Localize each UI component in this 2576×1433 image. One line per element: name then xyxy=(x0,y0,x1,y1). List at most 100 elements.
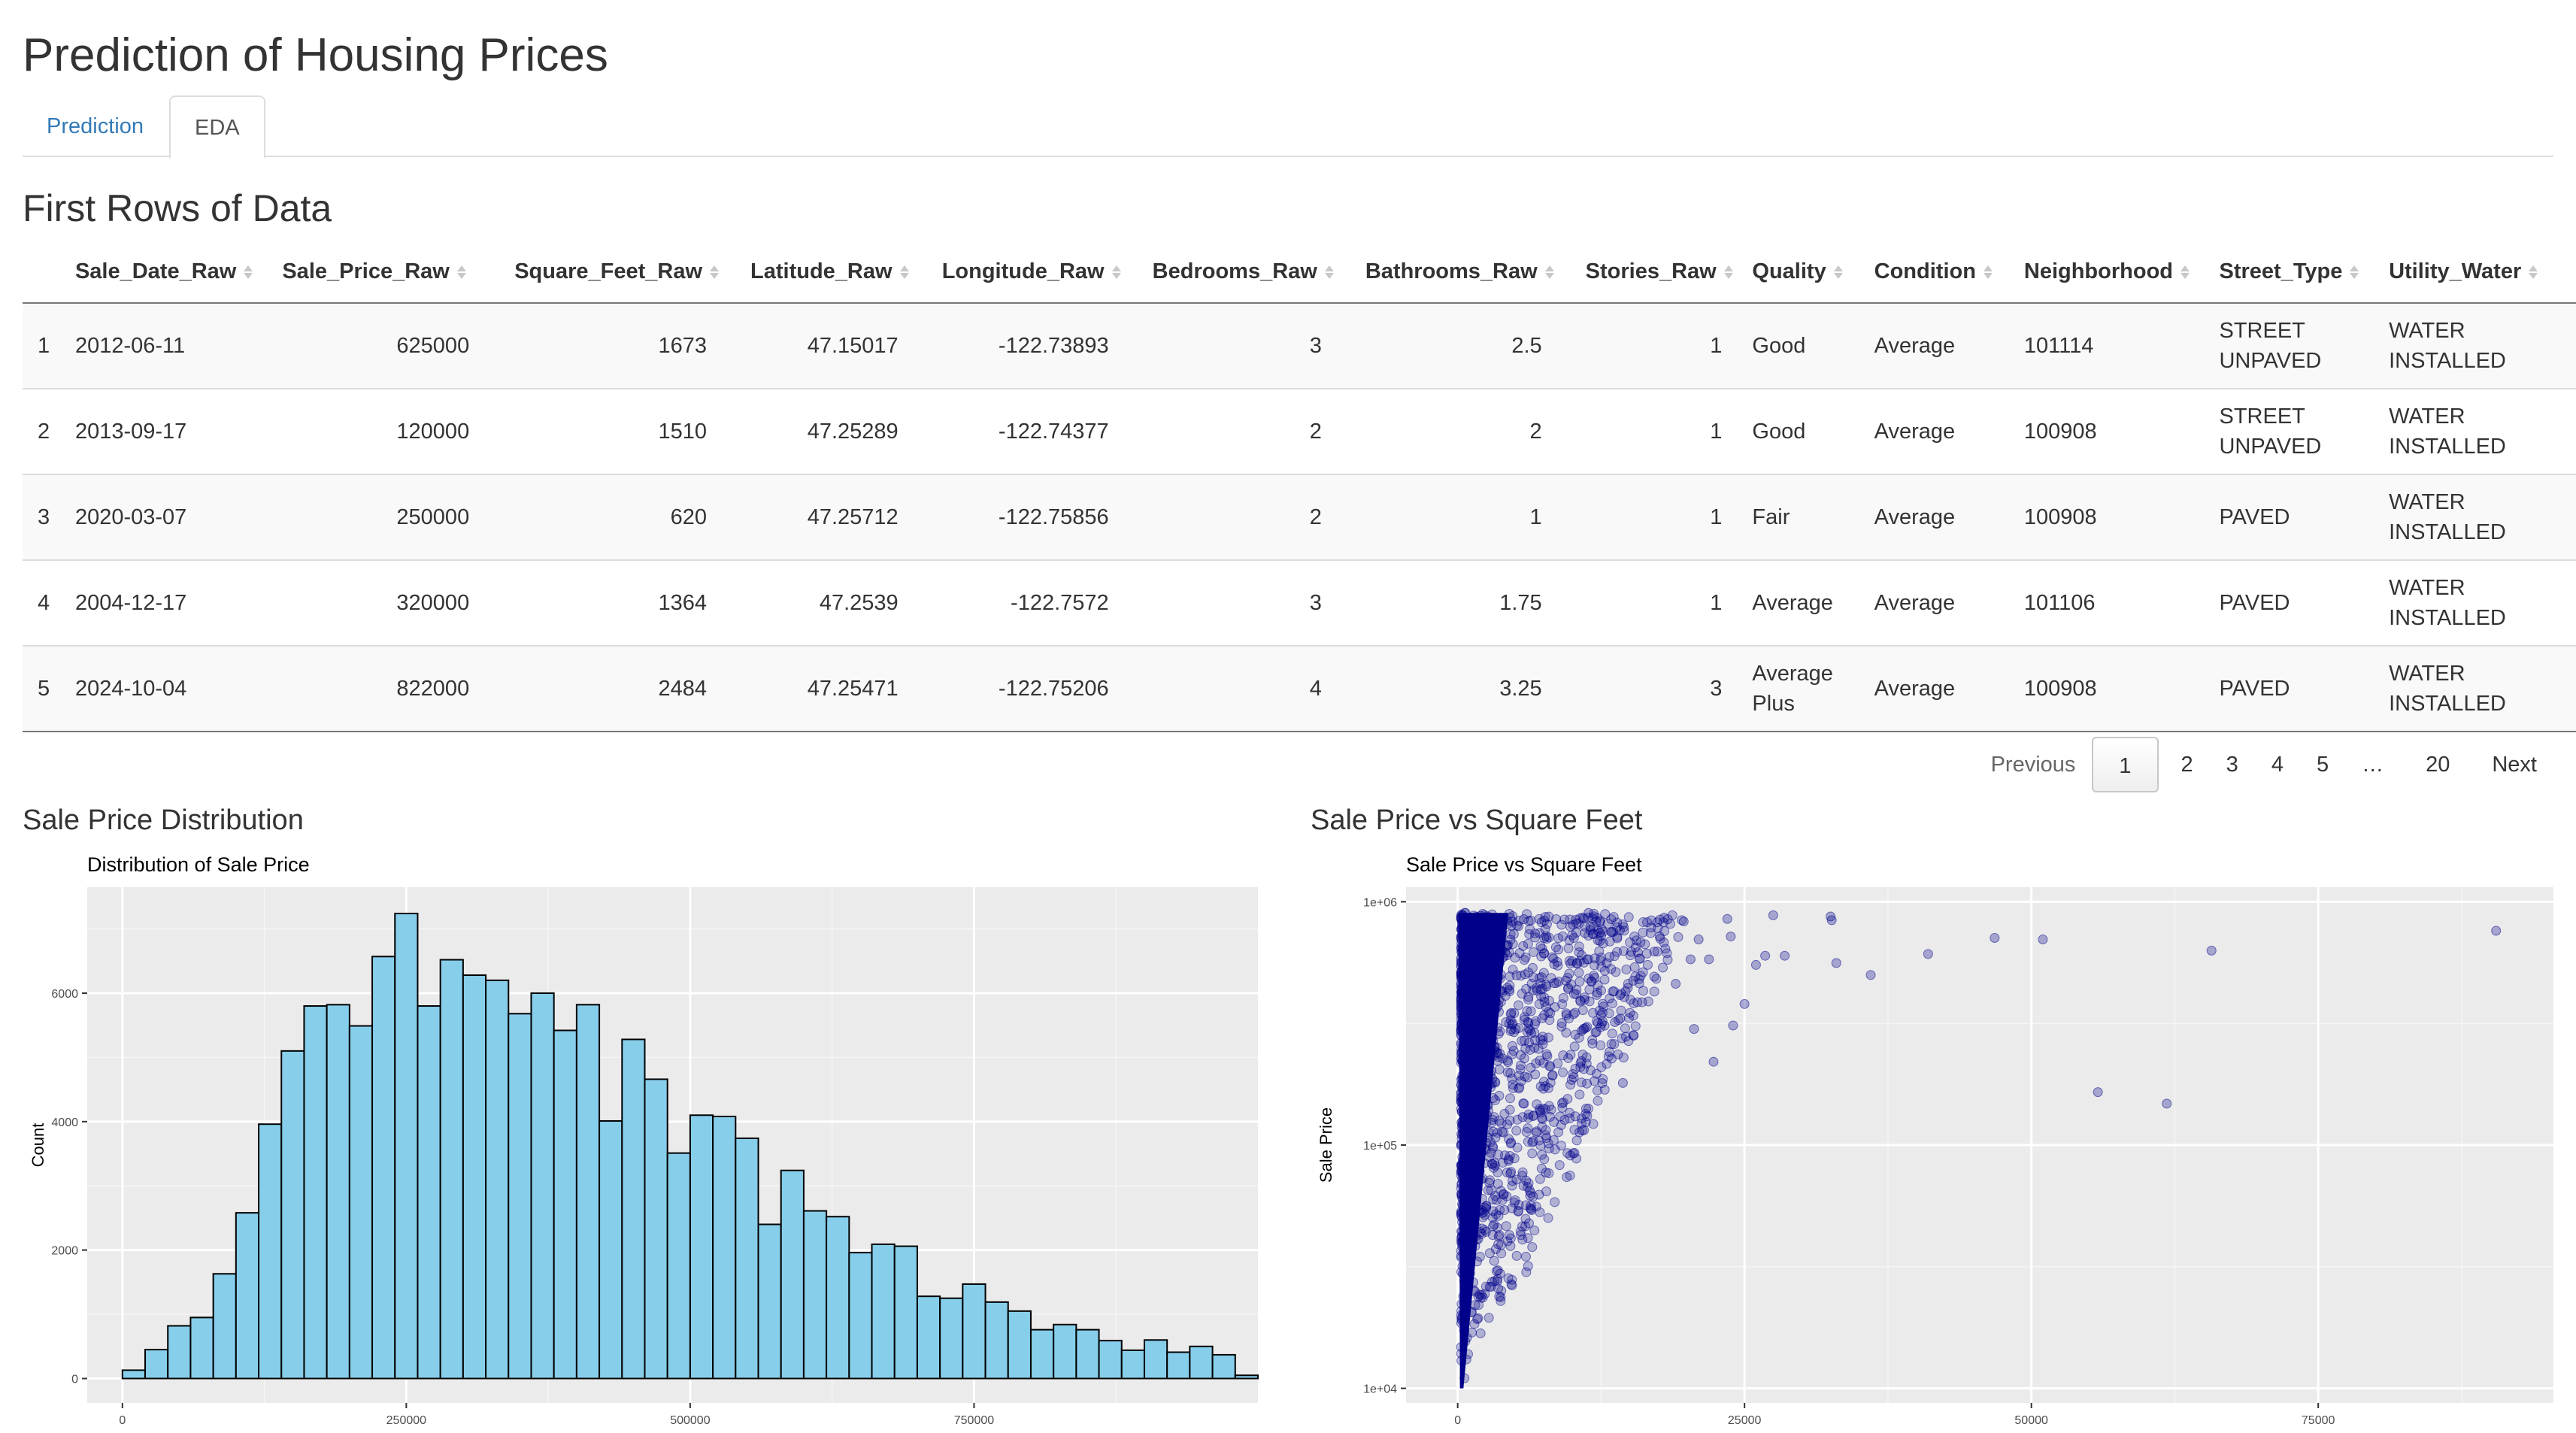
page-button-2[interactable]: 2 xyxy=(2181,753,2193,777)
page-button-5[interactable]: 5 xyxy=(2316,753,2329,777)
scatter-point xyxy=(1602,919,1613,929)
scatter-point xyxy=(1628,1030,1638,1041)
column-header-bedrooms[interactable]: Bedrooms_Raw xyxy=(1123,241,1337,304)
scatter-point xyxy=(2038,935,2048,945)
scatter-point xyxy=(1587,1035,1598,1045)
sort-icon xyxy=(1723,264,1736,280)
histogram-bar xyxy=(1166,1351,1191,1380)
scatter-point xyxy=(1479,1225,1490,1235)
histogram-bar xyxy=(258,1123,283,1380)
next-page-button[interactable]: Next xyxy=(2492,753,2537,777)
scatter-point xyxy=(1488,1143,1499,1153)
column-header-stories[interactable]: Stories_Raw xyxy=(1556,241,1738,304)
scatter-point xyxy=(1578,1064,1589,1074)
cell-quality: Good xyxy=(1737,302,1859,389)
scatter-point xyxy=(1456,1191,1467,1201)
scatter-point xyxy=(1548,953,1559,964)
scatter-point xyxy=(1507,1041,1517,1051)
scatter-point xyxy=(1768,910,1778,920)
scatter-point xyxy=(2162,1098,2172,1109)
scatter-point xyxy=(1487,1114,1498,1125)
column-header-quality[interactable]: Quality xyxy=(1737,241,1859,304)
previous-page-button[interactable]: Previous xyxy=(1990,753,2076,777)
scatter-point xyxy=(1511,1250,1522,1261)
scatter-point xyxy=(1536,1163,1547,1174)
scatter-point xyxy=(1559,914,1570,925)
cell-sale-date: 2013-09-17 xyxy=(74,388,269,474)
page-button-3[interactable]: 3 xyxy=(2226,753,2238,777)
scatter-point xyxy=(1582,1078,1593,1089)
histogram-bar xyxy=(417,1005,441,1380)
page-button-20[interactable]: 20 xyxy=(2426,753,2450,777)
scatter-point xyxy=(1543,1213,1553,1223)
cell-utility-water: WATER INSTALLED xyxy=(2374,474,2576,560)
cell-neighborhood: 100908 xyxy=(2008,645,2205,732)
cell-row-index: 4 xyxy=(23,559,75,646)
column-header-utility-water[interactable]: Utility_Water xyxy=(2374,241,2576,304)
scatter-point xyxy=(1506,1167,1517,1177)
page-button-4[interactable]: 4 xyxy=(2271,753,2284,777)
scatter-point xyxy=(1568,1072,1579,1083)
scatter-point xyxy=(1530,1016,1541,1026)
scatter-point xyxy=(1542,1051,1553,1062)
scatter-point xyxy=(1523,1113,1534,1123)
scatter-point xyxy=(1569,1125,1580,1135)
scatter-point xyxy=(1456,1107,1467,1117)
scatter-point xyxy=(1494,1064,1505,1074)
scatter-point xyxy=(1621,965,1632,975)
scatter-point xyxy=(1600,909,1611,919)
scatter-point xyxy=(1529,1225,1540,1236)
scatter-point xyxy=(1577,1125,1587,1136)
scatter-point xyxy=(1592,1086,1602,1096)
scatter-point xyxy=(1467,1002,1477,1013)
scatter-point xyxy=(1574,977,1585,987)
scatter-point xyxy=(1475,1141,1486,1152)
scatter-point xyxy=(1502,950,1512,961)
scatter-point xyxy=(1496,915,1507,926)
column-header-square-feet[interactable]: Square_Feet_Raw xyxy=(484,241,723,304)
tab-eda[interactable]: EDA xyxy=(169,95,265,159)
scatter-point xyxy=(1605,952,1615,962)
scatter-point xyxy=(1472,1313,1483,1324)
scatter-point xyxy=(1479,926,1490,936)
column-header-sale-date[interactable]: Sale_Date_Raw xyxy=(74,241,269,304)
column-header-neighborhood[interactable]: Neighborhood xyxy=(2008,241,2205,304)
scatter-point xyxy=(1728,1020,1738,1031)
cell-quality: Average Plus xyxy=(1737,645,1859,732)
column-header-bathrooms[interactable]: Bathrooms_Raw xyxy=(1336,241,1557,304)
scatter-point xyxy=(1456,1139,1467,1150)
column-header-longitude[interactable]: Longitude_Raw xyxy=(913,241,1124,304)
scatter-point xyxy=(1596,1019,1607,1029)
cell-row-index: 3 xyxy=(23,474,75,560)
table-row: 1 2012-06-11 625000 1673 47.15017 -122.73893 3… xyxy=(23,302,2576,389)
scatter-point xyxy=(1594,1005,1605,1016)
cell-stories: 3 xyxy=(1556,645,1738,732)
cell-sale-price: 120000 xyxy=(268,388,485,474)
scatter-point xyxy=(1557,999,1568,1010)
page-button-1[interactable]: 1 xyxy=(2092,737,2159,792)
cell-square-feet: 1364 xyxy=(484,559,723,646)
scatter-point xyxy=(1514,916,1524,926)
x-tick-label: 75000 xyxy=(2302,1414,2335,1427)
scatter-point xyxy=(1638,986,1648,996)
data-table: Sale_Date_Raw Sale_Price_Raw Square_Feet… xyxy=(23,241,2576,732)
scatter-point xyxy=(1475,1328,1486,1338)
scatter-point xyxy=(1490,979,1500,989)
tab-prediction[interactable]: Prediction xyxy=(47,114,144,138)
column-header-sale-price[interactable]: Sale_Price_Raw xyxy=(268,241,485,304)
section-title-first-rows: First Rows of Data xyxy=(23,187,332,229)
histogram-bar xyxy=(144,1349,169,1380)
scatter-point xyxy=(1508,965,1518,975)
cell-condition: Average xyxy=(1859,388,2009,474)
scatter-point xyxy=(1630,1021,1641,1032)
cell-quality: Average xyxy=(1737,559,1859,646)
scatter-point xyxy=(1480,1032,1491,1042)
column-header-street-type[interactable]: Street_Type xyxy=(2204,241,2374,304)
histogram-bar xyxy=(371,956,396,1380)
scatter-point xyxy=(1523,1233,1533,1244)
column-header-latitude[interactable]: Latitude_Raw xyxy=(722,241,914,304)
scatter-point xyxy=(1537,1122,1547,1132)
sort-icon xyxy=(710,264,722,280)
column-header-condition[interactable]: Condition xyxy=(1859,241,2009,304)
scatter-point xyxy=(1665,919,1676,929)
